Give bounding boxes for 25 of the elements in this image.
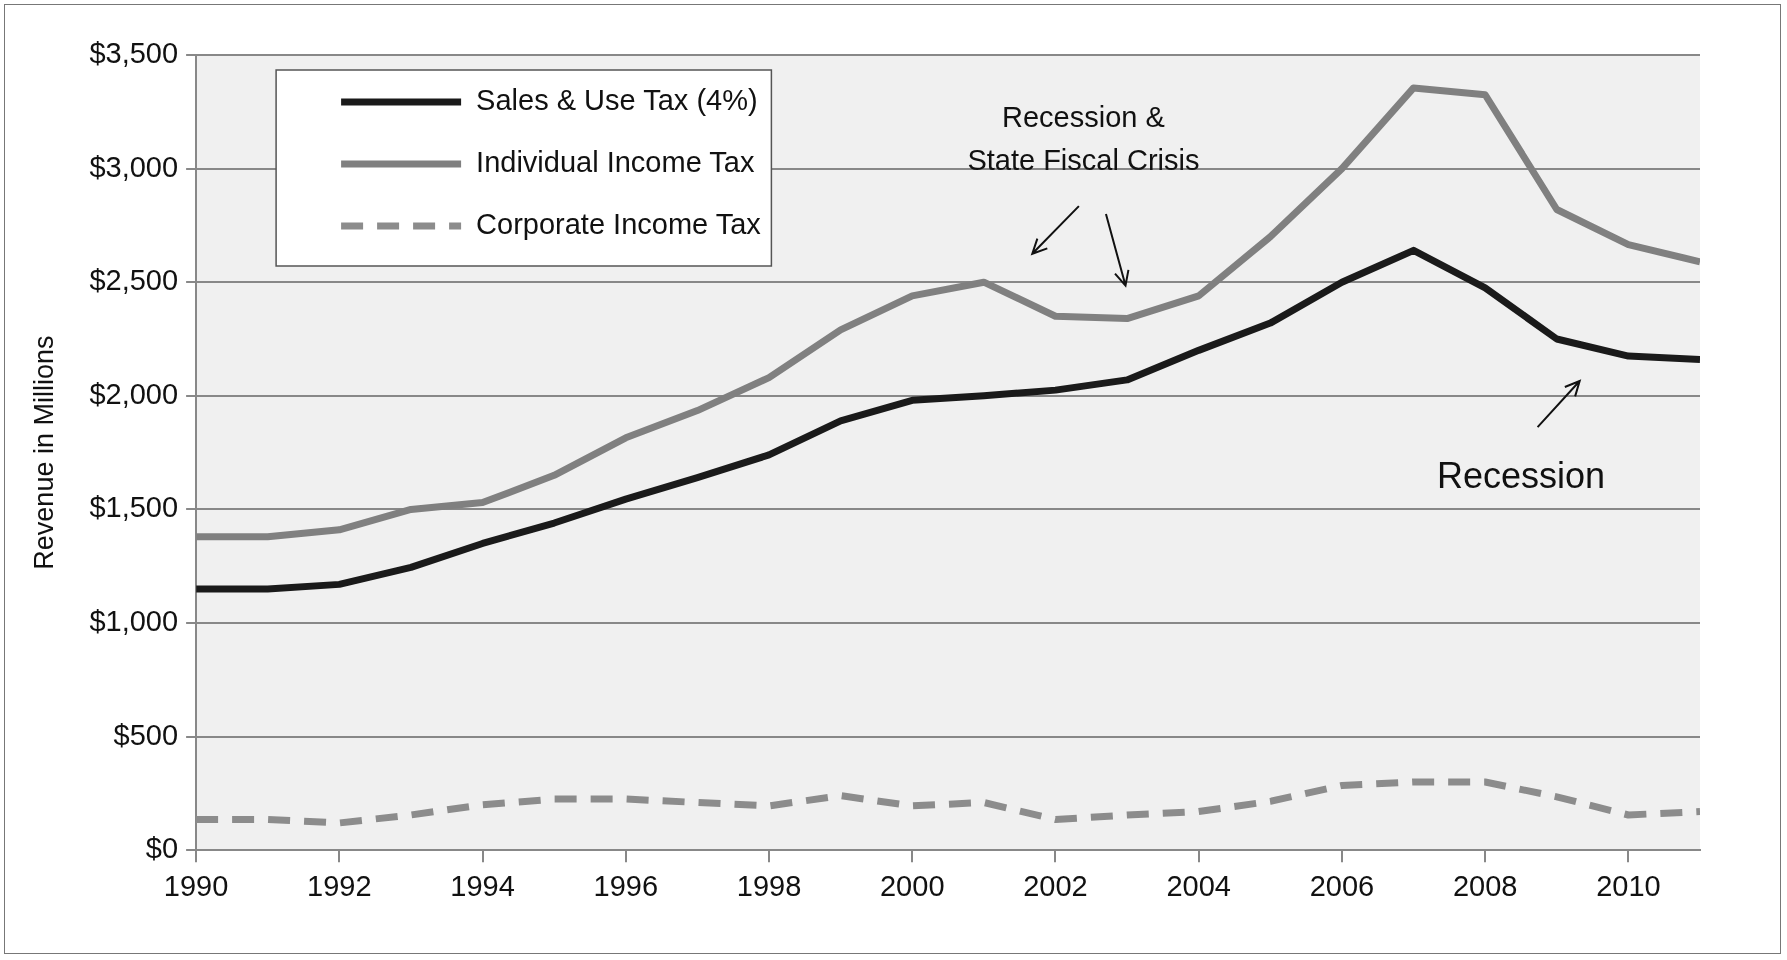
y-tick-label: $2,500 (89, 264, 179, 297)
y-tick-label: $500 (113, 718, 179, 751)
y-axis-title: Revenue in Millions (28, 335, 59, 570)
x-tick-label: 2010 (1596, 869, 1661, 902)
y-tick-label: $0 (145, 832, 179, 865)
x-tick-label: 1990 (163, 869, 229, 902)
x-tick-label: 1994 (450, 869, 515, 902)
legend-label: Sales & Use Tax (4%) (476, 84, 758, 116)
y-tick-label: $1,000 (89, 605, 179, 637)
x-tick-label: 2000 (879, 869, 945, 902)
annotation: Recession (1436, 455, 1606, 497)
x-tick-label: 1996 (593, 869, 659, 902)
annotation: Recession & State Fiscal Crisis (967, 100, 1200, 176)
x-tick-label: 1998 (736, 869, 802, 902)
x-tick-label: 2008 (1452, 869, 1518, 902)
legend-label: Individual Income Tax (476, 146, 755, 178)
x-tick-label: 2006 (1309, 869, 1375, 902)
y-tick-label: $3,500 (89, 37, 179, 69)
y-tick-label: $1,500 (89, 491, 179, 524)
x-tick-label: 2002 (1023, 869, 1088, 902)
y-tick-label: $3,000 (89, 150, 179, 183)
x-tick-label: 1992 (307, 869, 372, 902)
y-tick-label: $2,000 (89, 377, 179, 410)
legend-label: Corporate Income Tax (476, 208, 762, 240)
x-tick-label: 2004 (1166, 869, 1231, 902)
